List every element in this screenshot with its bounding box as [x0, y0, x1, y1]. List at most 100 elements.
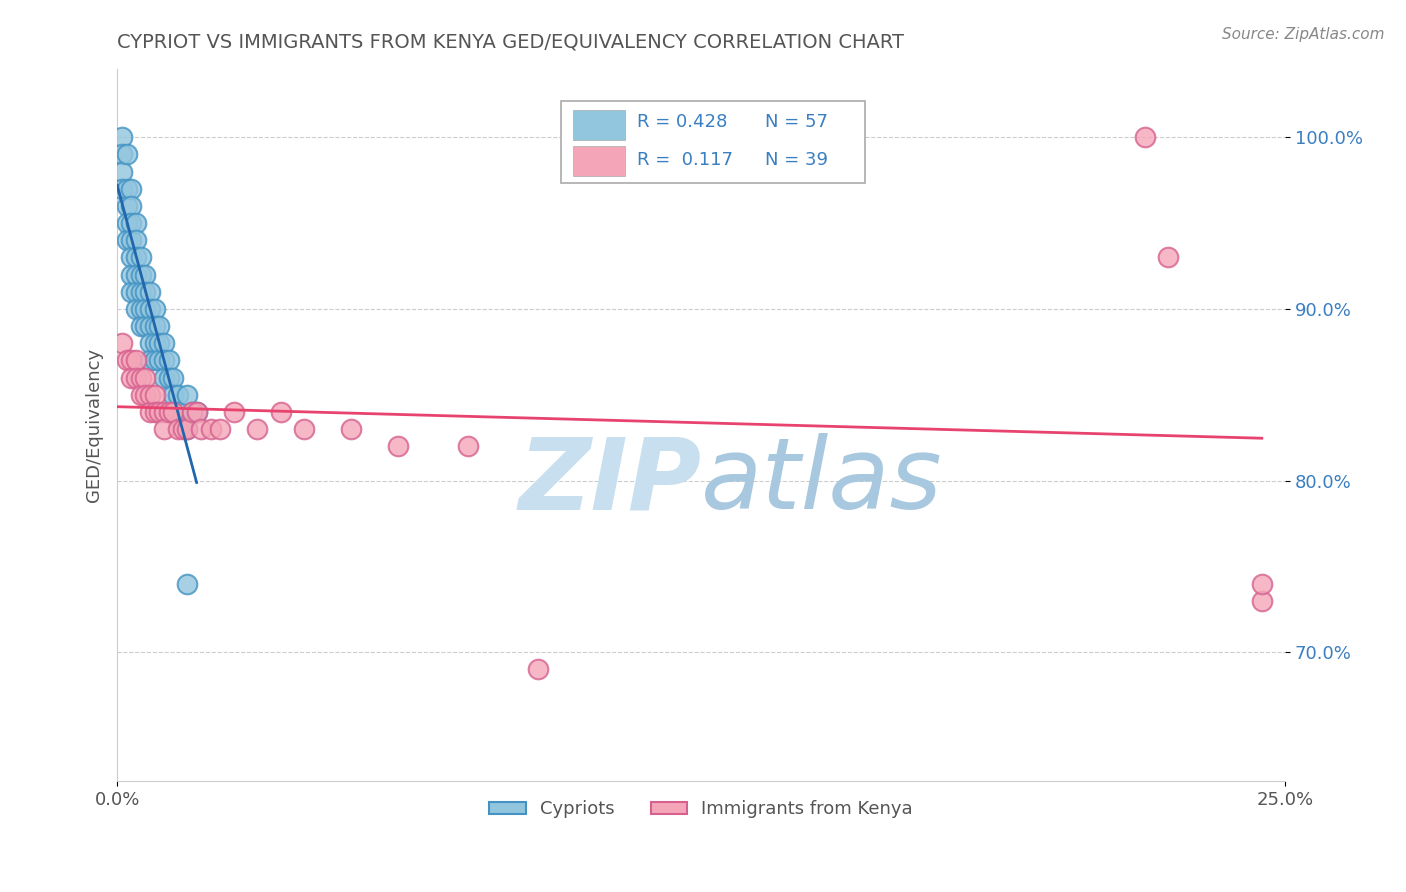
Point — [125, 301, 148, 316]
Point — [153, 405, 176, 419]
Point — [111, 336, 134, 351]
Point — [115, 353, 138, 368]
Point — [111, 182, 134, 196]
Point — [153, 336, 176, 351]
Point — [190, 422, 212, 436]
Point — [176, 388, 198, 402]
Point — [222, 405, 245, 419]
Point — [115, 216, 138, 230]
Point — [1157, 251, 1180, 265]
Point — [120, 353, 142, 368]
Point — [148, 319, 170, 334]
Point — [167, 388, 190, 402]
Point — [387, 439, 409, 453]
Point — [162, 405, 184, 419]
Point — [181, 405, 204, 419]
Point — [1133, 130, 1156, 145]
Point — [181, 405, 204, 419]
Point — [292, 422, 315, 436]
Point — [115, 147, 138, 161]
Point — [125, 370, 148, 384]
Point — [143, 388, 166, 402]
Point — [526, 662, 548, 676]
Text: atlas: atlas — [702, 434, 943, 531]
Point — [157, 370, 180, 384]
Text: ZIP: ZIP — [519, 434, 702, 531]
Legend: Cypriots, Immigrants from Kenya: Cypriots, Immigrants from Kenya — [482, 793, 920, 825]
Point — [167, 405, 190, 419]
Point — [1250, 576, 1272, 591]
FancyBboxPatch shape — [572, 110, 626, 140]
Point — [143, 353, 166, 368]
Point — [134, 388, 156, 402]
Text: Source: ZipAtlas.com: Source: ZipAtlas.com — [1222, 27, 1385, 42]
Point — [129, 319, 152, 334]
Point — [120, 370, 142, 384]
FancyBboxPatch shape — [572, 145, 626, 176]
Point — [339, 422, 361, 436]
Point — [129, 251, 152, 265]
Point — [139, 301, 162, 316]
Point — [143, 336, 166, 351]
Point — [186, 405, 208, 419]
Point — [120, 285, 142, 299]
Point — [134, 319, 156, 334]
Point — [139, 319, 162, 334]
Point — [162, 370, 184, 384]
Point — [143, 319, 166, 334]
Point — [208, 422, 231, 436]
Point — [176, 576, 198, 591]
Point — [176, 422, 198, 436]
Point — [200, 422, 222, 436]
Text: N = 39: N = 39 — [765, 151, 828, 169]
Text: R =  0.117: R = 0.117 — [637, 151, 733, 169]
Point — [120, 182, 142, 196]
Point — [120, 199, 142, 213]
Point — [1250, 594, 1272, 608]
Point — [125, 216, 148, 230]
Point — [157, 405, 180, 419]
Point — [120, 233, 142, 247]
Point — [129, 301, 152, 316]
Text: CYPRIOT VS IMMIGRANTS FROM KENYA GED/EQUIVALENCY CORRELATION CHART: CYPRIOT VS IMMIGRANTS FROM KENYA GED/EQU… — [117, 33, 904, 52]
Point — [115, 233, 138, 247]
Text: R = 0.428: R = 0.428 — [637, 113, 727, 131]
Point — [111, 130, 134, 145]
Point — [115, 199, 138, 213]
Point — [139, 405, 162, 419]
Point — [111, 147, 134, 161]
Point — [139, 353, 162, 368]
Point — [148, 353, 170, 368]
Point — [125, 285, 148, 299]
Text: N = 57: N = 57 — [765, 113, 828, 131]
Point — [134, 285, 156, 299]
Point — [157, 353, 180, 368]
Point — [120, 268, 142, 282]
Point — [120, 216, 142, 230]
Point — [162, 388, 184, 402]
Point — [153, 422, 176, 436]
Point — [172, 422, 194, 436]
Point — [125, 251, 148, 265]
Point — [125, 268, 148, 282]
Point — [176, 422, 198, 436]
Point — [115, 182, 138, 196]
Point — [134, 370, 156, 384]
Point — [148, 336, 170, 351]
Point — [270, 405, 292, 419]
Point — [139, 336, 162, 351]
Point — [186, 405, 208, 419]
Point — [134, 268, 156, 282]
Point — [148, 405, 170, 419]
Point — [143, 405, 166, 419]
Point — [246, 422, 269, 436]
Point — [129, 370, 152, 384]
Point — [143, 301, 166, 316]
Point — [129, 388, 152, 402]
FancyBboxPatch shape — [561, 101, 865, 183]
Point — [167, 422, 190, 436]
Point — [129, 285, 152, 299]
Point — [129, 268, 152, 282]
Point — [120, 251, 142, 265]
Point — [134, 301, 156, 316]
